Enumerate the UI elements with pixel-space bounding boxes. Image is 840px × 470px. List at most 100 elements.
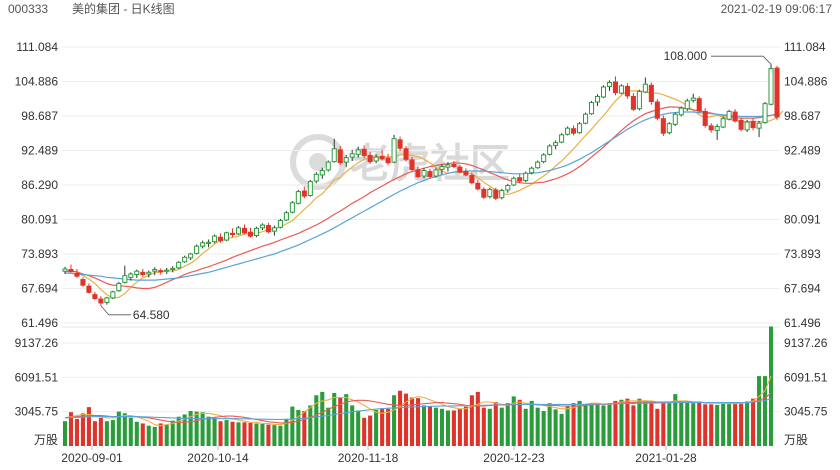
- candle: [774, 65, 780, 120]
- candle: [349, 149, 355, 162]
- candle: [182, 255, 188, 263]
- candle-body: [194, 245, 200, 254]
- volume-bar: [290, 406, 295, 446]
- candle-body: [271, 227, 277, 232]
- volume-bar: [116, 411, 121, 446]
- volume-bar: [332, 393, 337, 446]
- volume-bar: [673, 394, 678, 446]
- volume-bar: [613, 400, 618, 446]
- candle: [307, 179, 313, 197]
- candle: [624, 83, 630, 99]
- date-tick-label: 2020-10-14: [187, 451, 249, 465]
- price-ma-line-1: [65, 90, 784, 299]
- candle-body: [583, 113, 589, 124]
- volume-bar: [625, 398, 630, 446]
- date-tick-label: 2020-12-23: [483, 451, 545, 465]
- candle: [176, 261, 182, 269]
- volume-unit-label-left: 万股: [34, 433, 58, 447]
- candle-body: [517, 177, 523, 182]
- candle: [744, 119, 750, 133]
- candle: [104, 296, 110, 305]
- candle: [517, 173, 523, 184]
- candle: [415, 166, 421, 179]
- candle-body: [690, 97, 696, 101]
- candle: [511, 176, 517, 187]
- volume-bar: [230, 421, 235, 446]
- candle-body: [553, 142, 559, 146]
- volume-bar: [667, 403, 672, 446]
- volume-bar: [433, 407, 438, 446]
- volume-bar: [356, 410, 361, 446]
- candle: [642, 77, 648, 94]
- candle-body: [714, 126, 720, 131]
- candle-body: [469, 174, 475, 184]
- candle-body: [768, 68, 774, 105]
- candle: [720, 116, 726, 129]
- volume-bar: [517, 399, 522, 446]
- candle: [493, 187, 499, 200]
- price-tick-label-left: 73.893: [21, 247, 58, 261]
- candle: [385, 153, 391, 165]
- candle-body: [529, 167, 535, 174]
- volume-bar: [380, 408, 385, 446]
- candle: [343, 154, 349, 168]
- volume-bar: [200, 412, 205, 446]
- candle-body: [612, 81, 618, 94]
- volume-bar: [589, 403, 594, 446]
- candle-body: [307, 181, 313, 197]
- min-price-label: 64.580: [133, 308, 170, 322]
- candle-body: [110, 291, 116, 299]
- candle: [708, 123, 714, 133]
- volume-bar: [224, 420, 229, 446]
- candle: [684, 98, 690, 111]
- candle-body: [511, 177, 517, 186]
- volume-tick-label-left: 9137.26: [15, 336, 59, 350]
- candlestick-series: [62, 64, 780, 306]
- candle-body: [493, 189, 499, 199]
- volume-bar: [320, 391, 325, 446]
- candle: [379, 149, 385, 161]
- candle-body: [439, 166, 445, 170]
- candle: [523, 171, 529, 183]
- candle-body: [535, 161, 541, 169]
- volume-bar: [98, 417, 103, 446]
- volume-bar: [607, 403, 612, 446]
- candle: [271, 225, 277, 236]
- candle-body: [523, 172, 529, 181]
- candle: [355, 146, 361, 158]
- candle: [714, 124, 720, 140]
- min-price-leader: [100, 305, 131, 316]
- volume-bar: [344, 394, 349, 446]
- candle: [600, 85, 607, 99]
- candle: [553, 140, 559, 150]
- volume-bar: [763, 376, 768, 446]
- date-axis: 2020-09-01 2020-10-14 2020-11-18 2020-12-23…: [61, 446, 697, 465]
- volume-bar: [164, 424, 169, 446]
- candle: [134, 269, 140, 278]
- volume-tick-label-right: 3045.75: [784, 405, 828, 419]
- candle-body: [463, 171, 469, 176]
- candle-body: [337, 149, 343, 164]
- volume-bar: [445, 410, 450, 446]
- candle-body: [672, 113, 678, 125]
- volume-tick-label-right: 9137.26: [784, 336, 828, 350]
- volume-bar: [272, 425, 277, 446]
- candle-body: [122, 275, 128, 283]
- volume-bar: [739, 403, 744, 446]
- candle: [702, 108, 708, 128]
- volume-bar: [386, 408, 391, 446]
- candle: [152, 267, 158, 276]
- volume-bar: [206, 416, 211, 446]
- price-tick-label-right: 67.694: [784, 282, 821, 296]
- candle: [146, 270, 152, 278]
- volume-bar: [685, 402, 690, 446]
- volume-bar: [236, 422, 241, 446]
- volume-bar: [768, 326, 774, 446]
- candle-body: [541, 154, 547, 163]
- candle: [373, 154, 379, 164]
- volume-bar: [326, 407, 331, 446]
- volume-bar: [278, 425, 283, 446]
- price-tick-label-left: 104.886: [15, 75, 59, 89]
- candle-body: [433, 169, 439, 177]
